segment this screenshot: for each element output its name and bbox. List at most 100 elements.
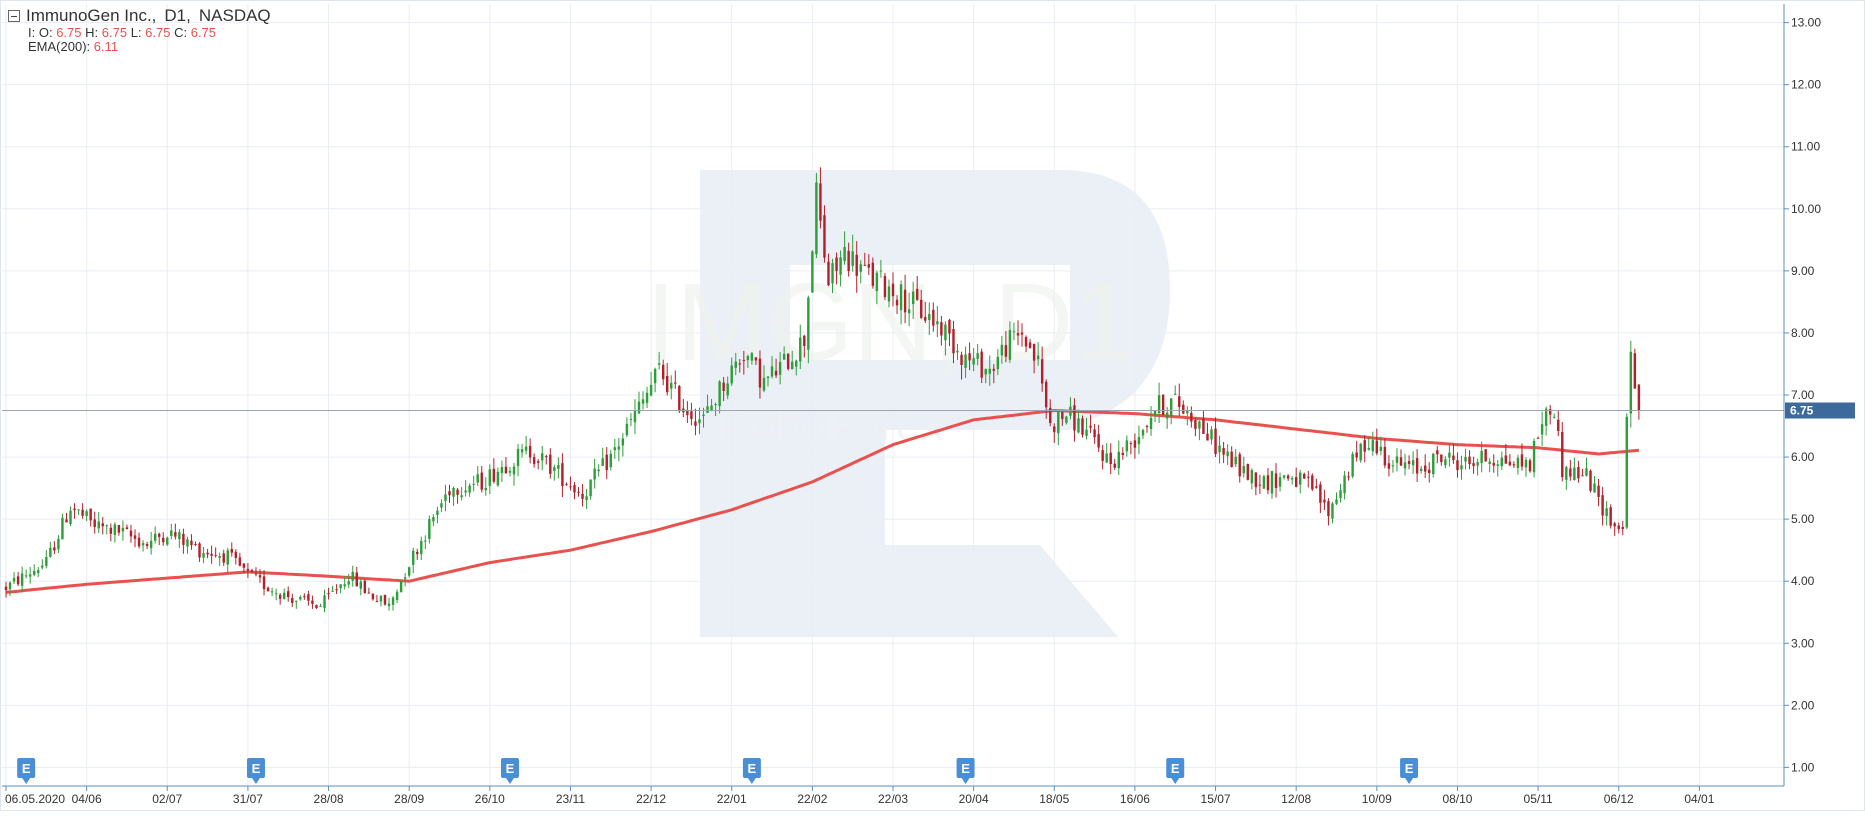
candle-body [1347, 476, 1350, 478]
earnings-marker-label: E [252, 761, 261, 776]
candle [1258, 474, 1262, 494]
candle [996, 349, 1000, 376]
candle [137, 532, 141, 549]
candle [1496, 459, 1499, 477]
candle [270, 587, 274, 597]
candle [149, 531, 153, 555]
candle-body [516, 449, 520, 467]
candle [920, 289, 923, 320]
candle-body [964, 354, 967, 369]
candle-body [125, 527, 129, 530]
candle-body [1480, 450, 1483, 464]
candle-body [545, 455, 548, 457]
candle [1633, 348, 1637, 389]
candle-body [1488, 461, 1491, 464]
candle-body [351, 571, 354, 581]
x-axis[interactable]: 06.05.2020 04/06 02/07 31/07 28/08 28/09 26/10… [2, 785, 1784, 806]
candle [924, 301, 927, 324]
candle-body [1133, 440, 1137, 448]
candle-body [117, 525, 121, 533]
candle-body [839, 257, 842, 275]
candle-body [1593, 483, 1596, 493]
candle [653, 367, 657, 393]
candle-body [561, 463, 564, 487]
candle-body [109, 527, 113, 534]
candle-body [706, 406, 709, 413]
candle [895, 295, 899, 314]
candle-body [1311, 475, 1314, 490]
candle [1464, 448, 1467, 470]
candle [1544, 406, 1548, 436]
candle [1488, 458, 1491, 473]
candle-body [867, 264, 871, 268]
candle [343, 576, 346, 590]
candle [790, 350, 794, 370]
candle [202, 547, 205, 564]
candle [1298, 469, 1302, 494]
candle-body [661, 364, 665, 380]
x-tick-label: 28/08 [314, 792, 344, 806]
candle [1266, 468, 1270, 495]
candle [33, 564, 36, 577]
candle [867, 254, 871, 276]
candle [597, 464, 600, 477]
candle [97, 511, 100, 534]
candle-body [803, 335, 806, 347]
candle-body [1383, 446, 1387, 466]
candle-body [8, 582, 12, 590]
candle [73, 503, 76, 519]
earnings-marker: E [17, 758, 36, 784]
candle-body [311, 600, 314, 604]
candle-body [331, 590, 334, 592]
candle [1367, 437, 1370, 451]
candle-body [920, 299, 923, 318]
candle [1303, 472, 1306, 479]
candle [871, 257, 875, 289]
chart-legend: ImmunoGen Inc., D1, NASDAQ I: O: 6.75 H:… [8, 6, 271, 54]
candle [702, 407, 705, 428]
candle [577, 487, 580, 497]
candle-body [1379, 446, 1383, 451]
candle-body [1278, 477, 1282, 487]
y-axis[interactable]: 1.00 2.00 3.00 4.00 5.00 6.00 7.00 8.00 9.00 10.0… [1783, 4, 1821, 786]
candle [1625, 413, 1629, 530]
candle-body [1105, 453, 1108, 463]
candle-body [291, 597, 294, 603]
candle [1476, 458, 1479, 476]
candle-body [795, 360, 798, 367]
candle [879, 259, 883, 278]
candle [1403, 453, 1407, 476]
collapse-legend-button[interactable] [8, 10, 20, 22]
candle [851, 234, 854, 272]
candle-body [57, 538, 60, 550]
candle-body [649, 384, 653, 396]
candle-body [932, 309, 935, 326]
ohlc-row: I: O: 6.75 H: 6.75 L: 6.75 C: 6.75 [28, 26, 271, 40]
candle [1153, 410, 1157, 422]
candle [629, 413, 633, 427]
candle-body [4, 586, 8, 591]
candle-body [863, 264, 866, 266]
candle-body [968, 353, 971, 361]
y-tick-label: 5.00 [1791, 512, 1815, 526]
candle [428, 515, 431, 544]
candle [855, 241, 858, 293]
candle-body [145, 543, 149, 546]
candle [484, 477, 488, 496]
candle [266, 586, 270, 592]
candle-body [1500, 457, 1504, 467]
candle [948, 318, 951, 347]
candle-body [12, 577, 16, 582]
candle-body [1363, 440, 1366, 452]
candle-body [1399, 457, 1403, 466]
candle [1307, 470, 1310, 488]
candle [1609, 504, 1612, 529]
candle-body [557, 464, 560, 469]
candle-body [1057, 411, 1060, 434]
earnings-marker-box [1400, 758, 1419, 778]
candle [960, 351, 963, 380]
candle-body [1093, 429, 1096, 438]
candle [976, 343, 979, 366]
